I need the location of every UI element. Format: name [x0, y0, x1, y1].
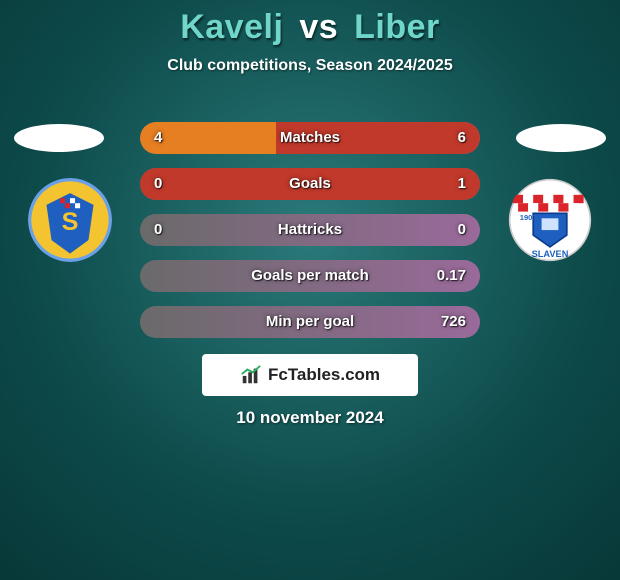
player1-name: Kavelj: [180, 8, 283, 46]
branding-box: FcTables.com: [202, 354, 418, 396]
stat-bar-left-fill: [140, 122, 276, 154]
title-row: Kavelj vs Liber: [0, 0, 620, 47]
stat-bar-track: [140, 122, 480, 154]
date-text: 10 november 2024: [0, 408, 620, 428]
stat-row: Goals per match0.17: [140, 260, 480, 292]
svg-text:SLAVEN: SLAVEN: [532, 249, 569, 259]
team-logo-left: S: [28, 178, 112, 262]
stat-bar-right-fill: [140, 168, 480, 200]
stat-bar-track: [140, 306, 480, 338]
right-shadow-ellipse: [516, 124, 606, 152]
stat-bar-track: [140, 214, 480, 246]
svg-text:1907: 1907: [520, 213, 537, 222]
team-logo-right: SLAVEN 1907: [508, 178, 592, 262]
svg-text:S: S: [62, 208, 79, 236]
stat-row: Goals01: [140, 168, 480, 200]
player2-name: Liber: [354, 8, 440, 46]
stat-bars-container: Matches46 Goals01 Hattricks00 Goals per mat…: [140, 122, 480, 352]
subtitle: Club competitions, Season 2024/2025: [0, 57, 620, 75]
stat-bar-track: [140, 260, 480, 292]
stat-bar-track: [140, 168, 480, 200]
stat-bar-right-fill: [276, 122, 480, 154]
comparison-infographic: Kavelj vs Liber Club competitions, Seaso…: [0, 0, 620, 580]
title-vs: vs: [299, 8, 338, 46]
stat-row: Matches46: [140, 122, 480, 154]
chart-icon: [240, 364, 262, 386]
branding-text: FcTables.com: [268, 365, 380, 385]
stat-row: Hattricks00: [140, 214, 480, 246]
left-shadow-ellipse: [14, 124, 104, 152]
stat-row: Min per goal726: [140, 306, 480, 338]
